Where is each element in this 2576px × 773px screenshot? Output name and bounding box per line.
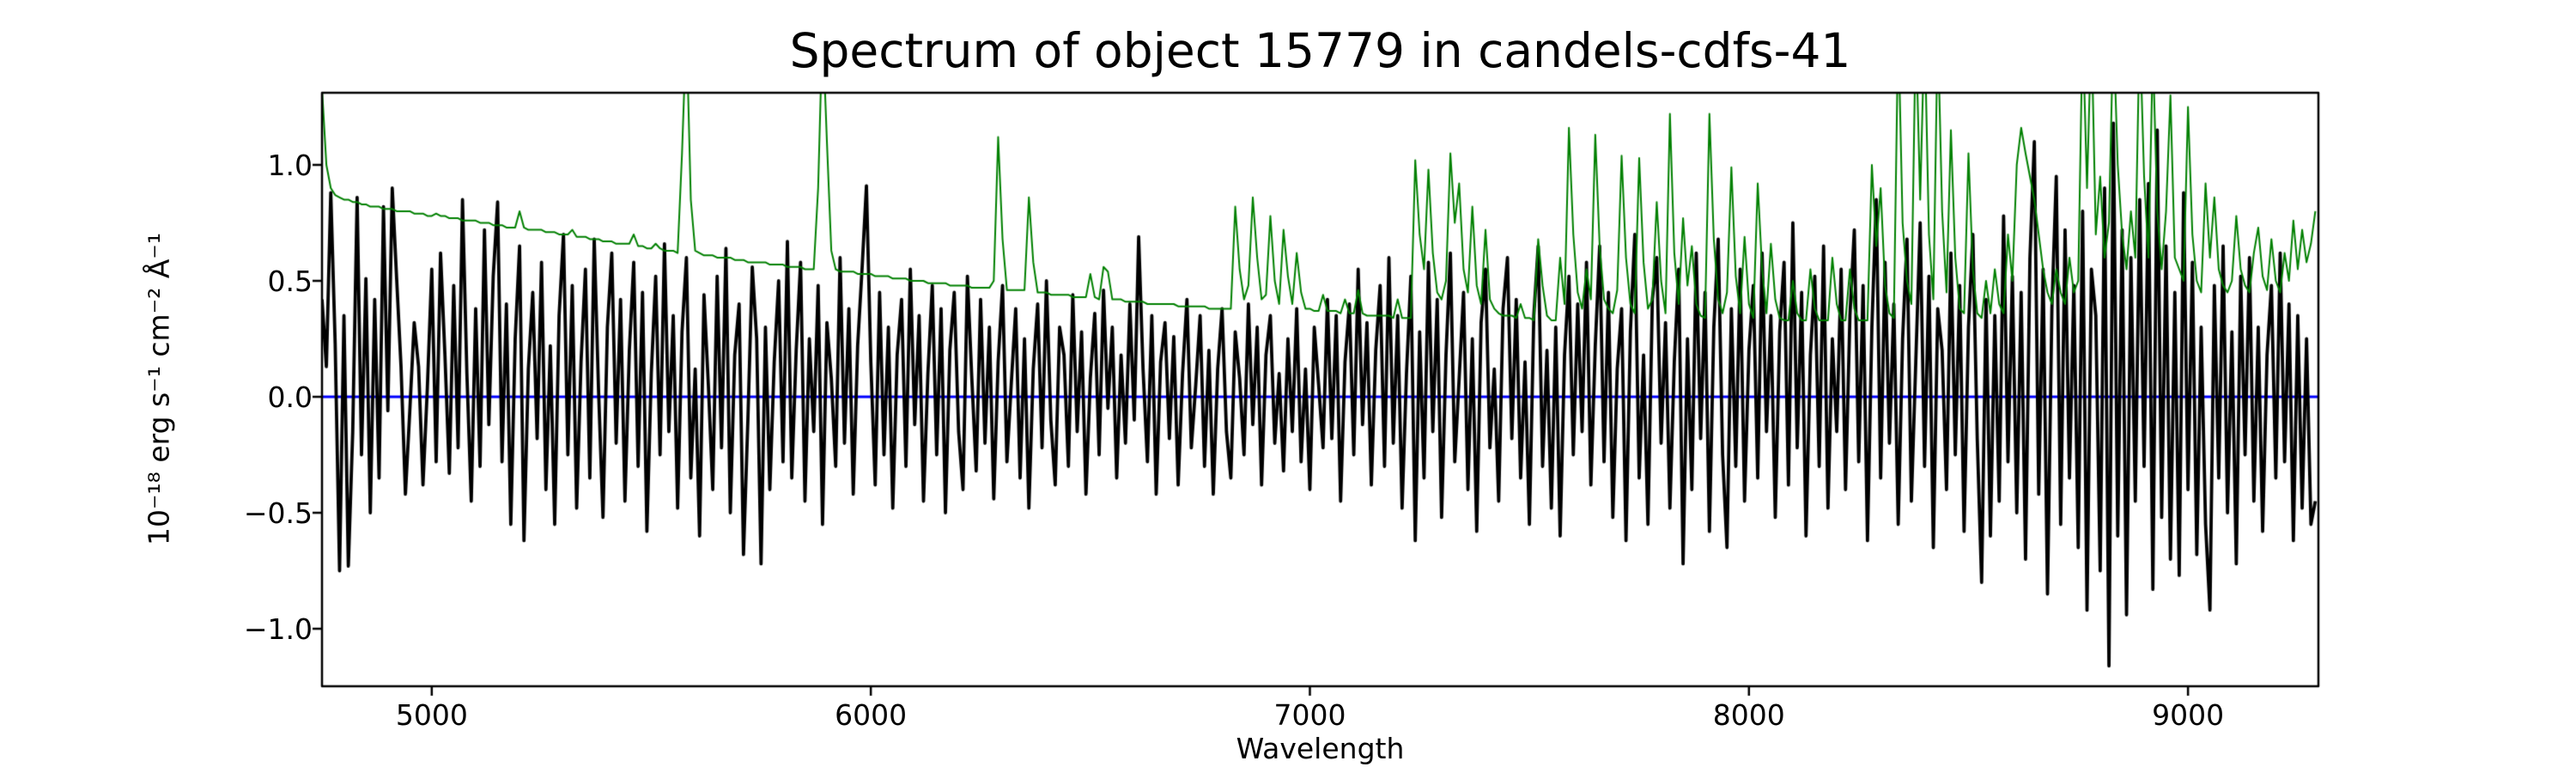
y-tick-label: −0.5 — [243, 496, 313, 531]
x-tick-label: 8000 — [1712, 698, 1785, 732]
x-tick-label: 6000 — [835, 698, 908, 732]
x-tick-label: 5000 — [395, 698, 468, 732]
y-tick-label: −1.0 — [243, 612, 313, 647]
plot-title: Spectrum of object 15779 in candels-cdfs… — [789, 23, 1851, 78]
x-axis-label: Wavelength — [1236, 732, 1405, 765]
y-tick-label: 0.5 — [267, 264, 313, 298]
y-tick-label: 1.0 — [267, 148, 313, 182]
y-tick-label: 0.0 — [267, 380, 313, 414]
x-tick-label: 7000 — [1273, 698, 1346, 732]
y-axis-label-text: 10⁻¹⁸ erg s⁻¹ cm⁻² Å⁻¹ — [142, 232, 176, 546]
x-tick-label: 9000 — [2152, 698, 2225, 732]
